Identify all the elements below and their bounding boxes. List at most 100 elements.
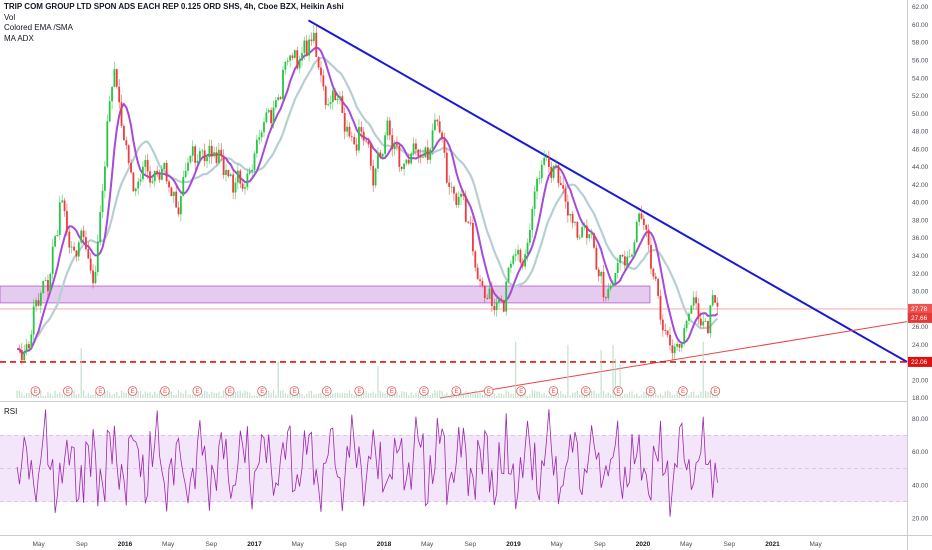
candle [239,170,242,184]
indicator-ma-adx[interactable]: MA ADX [4,33,34,43]
volume-bar [700,391,702,398]
earnings-marker: E [63,386,73,396]
candle [291,55,294,58]
volume-bar [360,394,362,398]
candle [448,182,451,187]
symbol-title[interactable]: TRIP COM GROUP LTD SPON ADS EACH REP 0.1… [4,2,344,11]
volume-bar [716,393,719,398]
volume-bar [697,394,700,398]
candle [467,221,470,223]
candle [210,145,213,157]
candle [702,321,705,326]
candle [381,153,384,157]
volume-bar [201,393,203,398]
candle [37,300,40,306]
candle [457,197,460,205]
indicator-colored-ema-sma[interactable]: Colored EMA /SMA [4,23,73,32]
volume-bar [507,391,510,398]
candle [412,143,415,154]
earnings-marker: E [419,386,429,396]
volume-bar [671,394,673,398]
candle [277,97,280,101]
volume-bar [443,394,446,398]
volume-bar [128,391,130,398]
candle [23,351,26,361]
volume-bar [543,393,545,398]
volume-bar [351,393,353,398]
rsi-legend[interactable]: RSI [4,407,18,416]
earnings-circle [516,386,526,396]
candle [350,136,353,138]
earnings-circle [289,386,300,396]
volume-bar [327,395,329,398]
volume-bar [512,393,514,398]
volume-bar [92,394,94,398]
candle [464,195,467,222]
price-tick-label: 44.00 [912,164,929,171]
candle [581,227,584,238]
candle [623,256,626,266]
candle [144,159,147,167]
candle [222,155,225,176]
earnings-label: E [34,389,38,395]
volume-bar [422,394,424,398]
volume-bar [85,395,87,398]
volume-bar [246,391,248,398]
candle [550,166,553,178]
volume-bar [336,392,339,398]
volume-bar [624,393,626,398]
candle [310,39,313,42]
candle [111,86,113,102]
candle [498,299,500,303]
candle [58,202,61,236]
indicator-vol[interactable]: Vol [4,12,16,22]
candle [600,271,603,277]
volume-bar [44,395,47,398]
candle [633,242,636,255]
candle [441,132,443,140]
volume-bar [386,390,389,398]
candle [253,153,256,170]
candle [607,288,610,299]
volume-bar [120,390,123,398]
volume-bar [612,344,614,398]
volume-bar [415,392,417,398]
candle [571,213,574,223]
rsi-axis[interactable]: 80.00 60.00 40.00 20.00 [912,416,929,523]
candle [650,244,652,269]
candle [676,344,679,347]
volume-bar [258,394,260,398]
volume-bar [166,395,168,398]
volume-bar [479,390,481,398]
volume-bar [123,392,125,398]
candle [673,346,676,354]
time-label-year: 2016 [118,541,133,548]
candle [360,127,363,132]
candle [493,305,496,311]
volume-bar [23,395,25,398]
volume-bar [605,394,607,398]
candle [42,280,45,294]
earnings-label: E [584,389,588,395]
candle [543,157,546,165]
time-label-month: May [810,541,823,548]
earnings-label: E [519,389,523,395]
candle [317,56,320,68]
volume-bar [87,392,89,398]
price-axis[interactable]: 62.00 60.00 58.00 56.00 54.00 52.00 50.00 48.00… [912,4,929,402]
volume-bar [545,395,548,398]
volume-bar [586,393,588,398]
volume-bar [659,393,662,398]
candle [66,211,68,232]
earnings-label: E [616,389,620,395]
earnings-circle [645,386,656,396]
volume-bar [505,390,507,398]
volume-bar [427,392,429,398]
volume-bar [567,344,569,398]
volume-bar [685,394,688,398]
time-axis[interactable]: May Sep 2016 May Sep 2017 May Sep 2018 May Sep 2019… [33,541,823,548]
candle [547,157,550,167]
volume-bar [308,391,310,398]
candle [654,276,657,279]
